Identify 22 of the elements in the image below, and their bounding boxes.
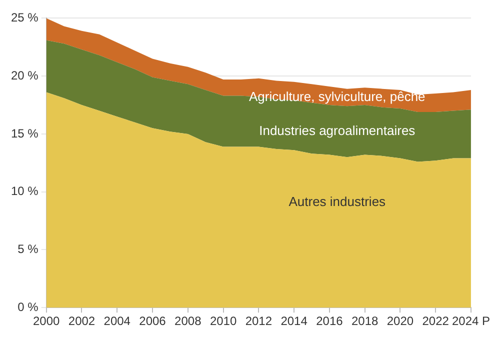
x-tick-label: 2022 xyxy=(422,314,450,328)
series-label: Autres industries xyxy=(288,194,386,209)
x-tick-label: 2000 xyxy=(33,314,60,328)
x-tick-label: 2012 xyxy=(245,314,272,328)
y-tick-label: 20 % xyxy=(10,68,39,82)
x-tick-label: 2008 xyxy=(174,314,202,328)
series-label: Agriculture, sylviculture, pêche xyxy=(248,89,426,104)
x-tick-label: 2010 xyxy=(210,314,237,328)
x-tick-label: 2004 xyxy=(104,314,131,328)
x-tick-label: 2018 xyxy=(351,314,378,328)
y-tick-label: 0 % xyxy=(18,300,39,314)
x-tick-label: 2020 xyxy=(386,314,414,328)
y-tick-label: 15 % xyxy=(10,126,39,140)
x-tick-label: 2006 xyxy=(139,314,166,328)
x-tick-label: 2016 xyxy=(316,314,344,328)
x-tick-label: 2024 P xyxy=(452,314,490,328)
x-tick-label: 2002 xyxy=(68,314,96,328)
y-tick-label: 25 % xyxy=(10,10,39,25)
y-tick-label: 10 % xyxy=(10,184,39,198)
y-tick-label: 5 % xyxy=(18,242,39,256)
x-tick-label: 2014 xyxy=(280,314,308,328)
series-label: Industries agroalimentaires xyxy=(259,123,416,138)
